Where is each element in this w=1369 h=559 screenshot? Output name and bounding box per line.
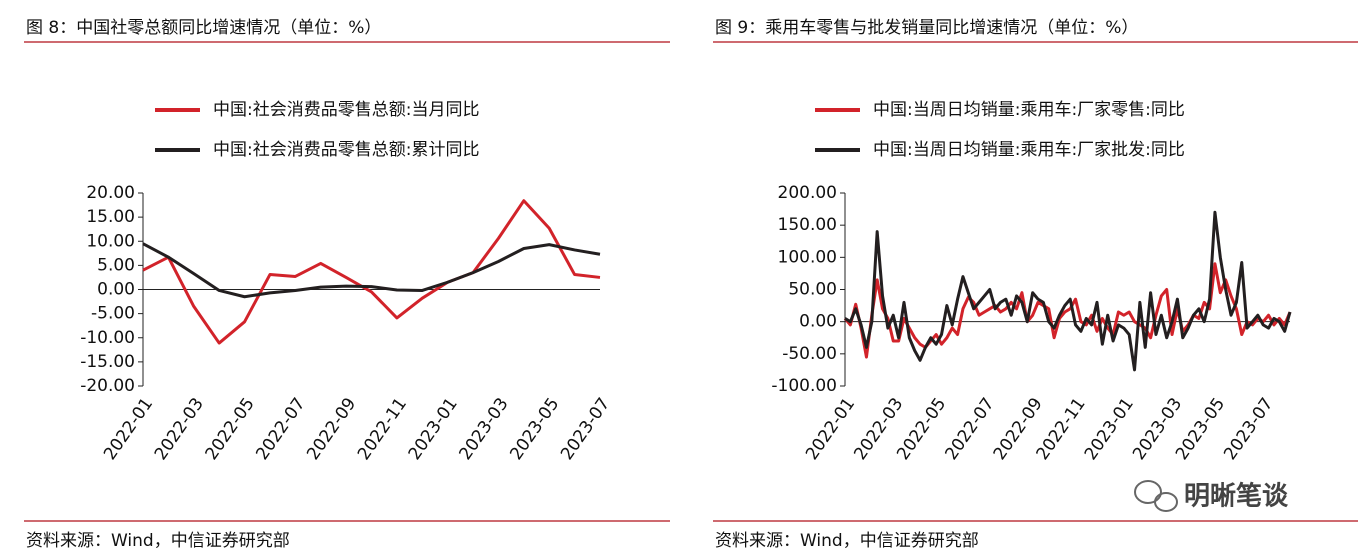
series-line	[142, 199, 601, 345]
y-tick-label: -100.00	[771, 376, 837, 396]
watermark-icon	[1134, 480, 1178, 512]
y-tick-label: 150.00	[778, 215, 837, 235]
y-tick-label: -50.00	[782, 344, 837, 364]
y-tick-label: -10.00	[80, 328, 135, 348]
y-tick-label: 10.00	[86, 231, 135, 251]
chart-title: 图 9：乘用车零售与批发销量同比增速情况（单位：%）	[715, 18, 1138, 38]
watermark: 明晰笔谈	[1184, 481, 1289, 512]
y-tick-label: 15.00	[86, 207, 135, 227]
y-tick-label: 20.00	[86, 183, 135, 203]
source-note: 资料来源：Wind，中信证券研究部	[26, 531, 290, 551]
series-line	[844, 210, 1292, 372]
chart-title: 图 8：中国社零总额同比增速情况（单位：%）	[26, 18, 381, 38]
y-tick-label: 50.00	[788, 280, 837, 300]
legend-label: 中国:社会消费品零售总额:当月同比	[213, 100, 479, 120]
source-note: 资料来源：Wind，中信证券研究部	[715, 531, 979, 551]
legend-label: 中国:当周日均销量:乘用车:厂家零售:同比	[873, 100, 1185, 120]
y-tick-label: 0.00	[97, 280, 135, 300]
y-tick-label: -5.00	[91, 304, 135, 324]
series-line	[843, 262, 1292, 359]
legend-label: 中国:当周日均销量:乘用车:厂家批发:同比	[873, 140, 1185, 160]
y-tick-label: 200.00	[778, 183, 837, 203]
legend-label: 中国:社会消费品零售总额:累计同比	[213, 140, 479, 160]
series-line	[142, 242, 601, 299]
y-tick-label: -20.00	[80, 376, 135, 396]
y-tick-label: 0.00	[799, 312, 837, 332]
y-tick-label: 5.00	[97, 255, 135, 275]
y-tick-label: 100.00	[778, 247, 837, 267]
y-tick-label: -15.00	[80, 352, 135, 372]
